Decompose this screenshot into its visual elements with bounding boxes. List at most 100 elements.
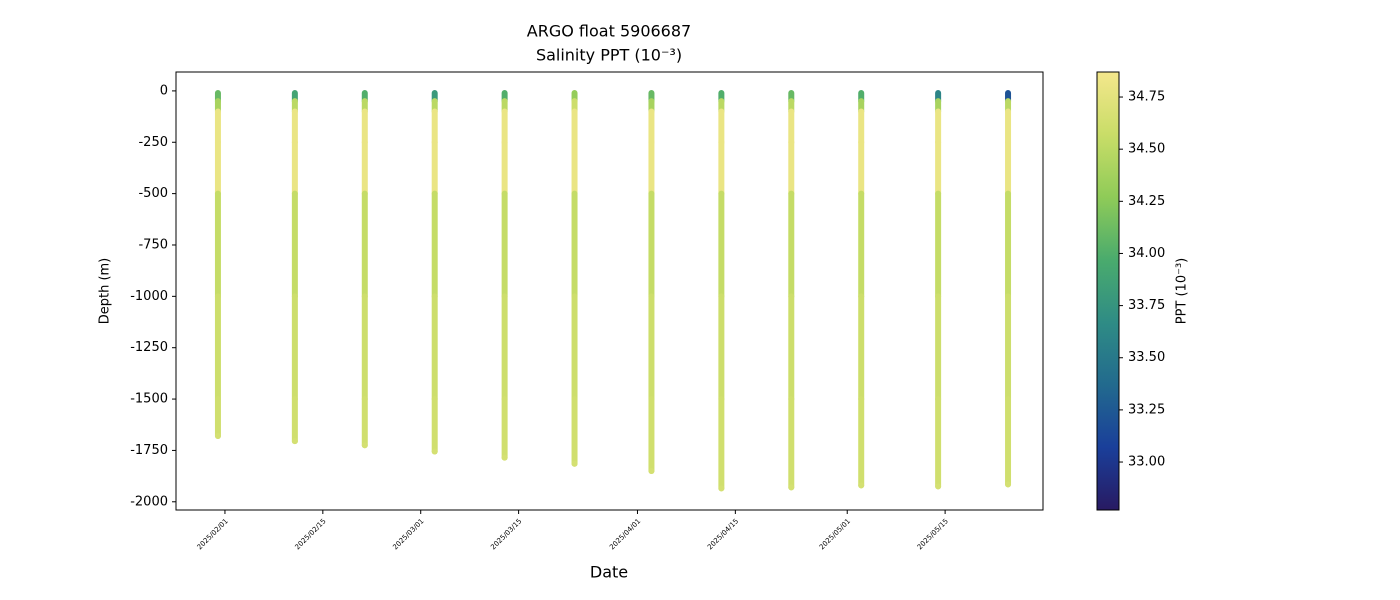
profile-segment bbox=[214, 396, 221, 440]
x-tick-label: 2025/04/15 bbox=[706, 517, 740, 551]
profile-segment bbox=[858, 293, 865, 403]
profile-segment bbox=[1005, 190, 1012, 300]
profile-segment bbox=[935, 190, 942, 300]
colorbar-tick-label: 34.00 bbox=[1128, 246, 1165, 261]
profile-segment bbox=[501, 108, 508, 146]
profile-segment bbox=[1005, 108, 1012, 146]
y-tick-label: -1000 bbox=[130, 289, 168, 304]
profile-segment bbox=[291, 190, 298, 300]
profile-segment bbox=[648, 293, 655, 403]
profile bbox=[788, 89, 795, 491]
profile bbox=[214, 89, 221, 440]
y-tick-label: -1750 bbox=[130, 443, 168, 458]
profile-segment bbox=[214, 139, 221, 197]
profile bbox=[858, 89, 865, 489]
y-axis-label: Depth (m) bbox=[98, 258, 113, 325]
profile-segment bbox=[788, 484, 795, 491]
profile-segment bbox=[935, 293, 942, 403]
profile-segment bbox=[1005, 293, 1012, 403]
y-tick-label: 0 bbox=[160, 83, 168, 98]
profile-segment bbox=[648, 190, 655, 300]
profile-segment bbox=[571, 190, 578, 300]
y-tick-label: -500 bbox=[138, 186, 168, 201]
profile-segment bbox=[858, 396, 865, 489]
x-tick-label: 2025/02/15 bbox=[293, 517, 327, 551]
y-tick-label: -1250 bbox=[130, 340, 168, 355]
profile bbox=[571, 89, 578, 467]
profile-segment bbox=[788, 293, 795, 403]
profile-segment bbox=[431, 293, 438, 403]
profile-segment bbox=[1005, 481, 1012, 488]
profile-segment bbox=[501, 396, 508, 461]
profile bbox=[718, 89, 725, 492]
x-axis-label: Date bbox=[590, 563, 628, 582]
profile-segment bbox=[291, 108, 298, 146]
profile-segment bbox=[571, 108, 578, 146]
profile-segment bbox=[501, 293, 508, 403]
profile-segment bbox=[501, 139, 508, 197]
profile-segment bbox=[935, 108, 942, 146]
profile-segment bbox=[858, 190, 865, 300]
colorbar-tick-label: 33.25 bbox=[1128, 402, 1165, 417]
y-tick-label: -1500 bbox=[130, 392, 168, 407]
y-tick-label: -2000 bbox=[130, 494, 168, 509]
profile-segment bbox=[718, 293, 725, 403]
profile-segment bbox=[571, 293, 578, 403]
profile-segment bbox=[361, 293, 368, 403]
profile-segment bbox=[718, 396, 725, 492]
colorbar-tick-label: 33.50 bbox=[1128, 350, 1165, 365]
profile-segment bbox=[935, 396, 942, 490]
profile-segment bbox=[291, 139, 298, 197]
profile-segment bbox=[648, 139, 655, 197]
profile-segment bbox=[431, 448, 438, 455]
profile-segment bbox=[718, 190, 725, 300]
chart-title: ARGO float 5906687 bbox=[527, 22, 691, 41]
profile-segment bbox=[1005, 396, 1012, 488]
profile-segment bbox=[501, 190, 508, 300]
profile bbox=[648, 89, 655, 474]
profile-segment bbox=[361, 396, 368, 449]
x-tick-label: 2025/05/01 bbox=[818, 517, 852, 551]
profile-segment bbox=[501, 454, 508, 461]
profile-segment bbox=[718, 485, 725, 492]
profile-segment bbox=[431, 139, 438, 197]
colorbar-label: PPT (10⁻³) bbox=[1175, 258, 1190, 325]
y-tick-label: -250 bbox=[138, 135, 168, 150]
colorbar-tick-label: 33.00 bbox=[1128, 455, 1165, 470]
profile-segment bbox=[858, 139, 865, 197]
colorbar-tick-label: 34.50 bbox=[1128, 142, 1165, 157]
profile-segment bbox=[431, 190, 438, 300]
profile-segment bbox=[718, 139, 725, 197]
profile-segment bbox=[214, 190, 221, 300]
profile bbox=[361, 89, 368, 449]
profile bbox=[291, 89, 298, 445]
profile-segment bbox=[214, 293, 221, 403]
colorbar-tick-label: 33.75 bbox=[1128, 298, 1165, 313]
profile-segment bbox=[648, 396, 655, 474]
profile-segment bbox=[858, 108, 865, 146]
x-tick-label: 2025/02/01 bbox=[196, 517, 230, 551]
profile-segment bbox=[788, 139, 795, 197]
profile-segment bbox=[935, 483, 942, 490]
plot-frame bbox=[175, 71, 1044, 511]
profile-segment bbox=[571, 139, 578, 197]
profile-segment bbox=[648, 467, 655, 474]
x-tick-label: 2025/03/01 bbox=[391, 517, 425, 551]
profile-segment bbox=[571, 396, 578, 467]
profile-segment bbox=[291, 396, 298, 445]
colorbar-tick-label: 34.75 bbox=[1128, 90, 1165, 105]
profile bbox=[1005, 89, 1012, 488]
profile-segment bbox=[718, 108, 725, 146]
colorbar-tick-label: 34.25 bbox=[1128, 194, 1165, 209]
profile-segment bbox=[1005, 139, 1012, 197]
profile-segment bbox=[361, 190, 368, 300]
profile-segment bbox=[291, 293, 298, 403]
profile-segment bbox=[648, 108, 655, 146]
profile-segment bbox=[361, 108, 368, 146]
profile-segment bbox=[214, 433, 221, 440]
x-tick-label: 2025/05/15 bbox=[916, 517, 950, 551]
profile-segment bbox=[858, 482, 865, 489]
profile-segment bbox=[788, 108, 795, 146]
profile-segment bbox=[431, 108, 438, 146]
